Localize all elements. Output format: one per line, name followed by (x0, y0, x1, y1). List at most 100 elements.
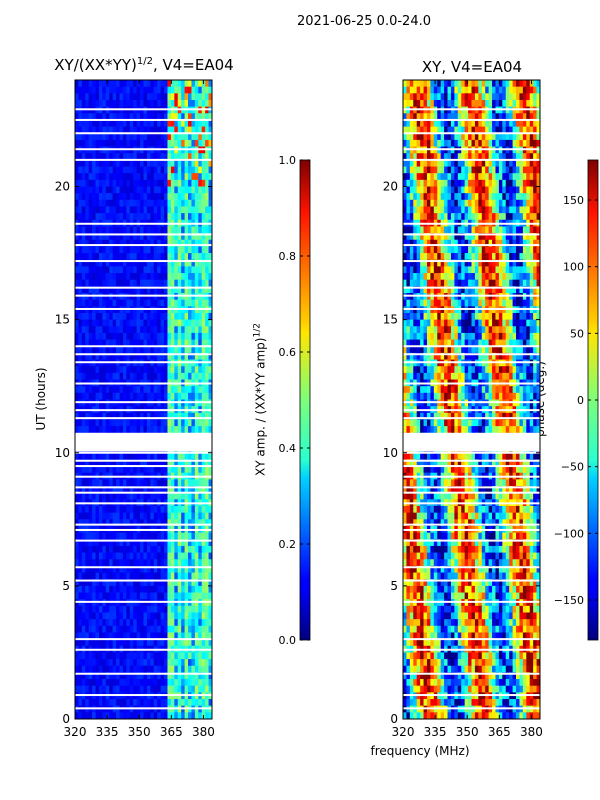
heatmap-cell (98, 652, 103, 660)
heatmap-cell (205, 339, 209, 347)
heatmap-cell (102, 319, 107, 327)
heatmap-cell (184, 392, 189, 400)
heatmap-cell (170, 372, 175, 380)
heatmap-cell (143, 605, 148, 613)
heatmap-cell (181, 452, 185, 460)
heatmap-cell (191, 466, 196, 474)
heatmap-cell (450, 246, 455, 254)
heatmap-cell (105, 119, 110, 127)
heatmap-cell (85, 386, 90, 394)
heatmap-cell (78, 519, 83, 527)
heatmap-cell (198, 113, 203, 121)
heatmap-cell (205, 233, 209, 241)
heatmap-cell (505, 253, 510, 261)
heatmap-cell (88, 366, 93, 374)
heatmap-cell (457, 86, 462, 94)
heatmap-cell (136, 605, 141, 613)
heatmap-cell (194, 113, 199, 121)
heatmap-cell (536, 246, 541, 254)
heatmap-cell (177, 253, 182, 261)
heatmap-cell (205, 652, 209, 660)
phase-heatmap (403, 80, 541, 720)
heatmap-cell (177, 532, 182, 540)
heatmap-cell (433, 259, 438, 267)
heatmap-cell (413, 126, 418, 134)
heatmap-cell (160, 206, 165, 214)
heatmap-cell (516, 173, 520, 181)
heatmap-cell (109, 506, 114, 514)
heatmap-cell (133, 286, 138, 294)
heatmap-cell (102, 619, 107, 627)
heatmap-cell (461, 239, 466, 247)
heatmap-cell (198, 366, 203, 374)
heatmap-cell (447, 113, 452, 121)
heatmap-cell (464, 226, 469, 234)
heatmap-cell (430, 239, 435, 247)
heatmap-cell (181, 492, 185, 500)
heatmap-cell (194, 173, 199, 181)
heatmap-cell (471, 99, 476, 108)
heatmap-cell (129, 519, 134, 527)
heatmap-cell (109, 545, 114, 553)
heatmap-cell (194, 346, 199, 354)
heatmap-cell (205, 512, 209, 520)
heatmap-cell (112, 659, 117, 667)
heatmap-cell (112, 139, 117, 147)
heatmap-cell (485, 126, 490, 134)
heatmap-cell (492, 246, 496, 254)
heatmap-cell (78, 479, 83, 487)
heatmap-cell (92, 552, 96, 560)
heatmap-cell (426, 133, 431, 141)
heatmap-cell (447, 133, 452, 141)
heatmap-cell (153, 386, 158, 394)
heatmap-cell (526, 126, 531, 134)
heatmap-cell (126, 386, 131, 394)
heatmap-cell (92, 419, 96, 427)
heatmap-cell (413, 86, 418, 94)
heatmap-cell (208, 153, 213, 161)
heatmap-cell (474, 93, 479, 101)
heatmap-cell (98, 259, 103, 267)
heatmap-cell (105, 386, 110, 394)
heatmap-cell (81, 266, 86, 274)
heatmap-cell (85, 259, 90, 267)
heatmap-cell (133, 93, 138, 101)
heatmap-cell (81, 166, 86, 174)
heatmap-cell (437, 86, 442, 94)
heatmap-cell (468, 99, 472, 108)
heatmap-cell (75, 659, 79, 667)
heatmap-cell (194, 506, 199, 514)
heatmap-cell (122, 699, 127, 707)
heatmap-cell (140, 366, 144, 374)
heatmap-cell (457, 193, 462, 201)
heatmap-cell (105, 99, 110, 108)
heatmap-cell (105, 565, 110, 573)
heatmap-cell (495, 159, 500, 167)
heatmap-cell (498, 153, 503, 161)
heatmap-cell (126, 199, 131, 207)
heatmap-cell (478, 253, 483, 261)
heatmap-cell (133, 213, 138, 221)
heatmap-cell (75, 179, 79, 187)
heatmap-cell (536, 93, 541, 101)
heatmap-cell (201, 672, 206, 680)
heatmap-cell (116, 519, 120, 527)
heatmap-cell (95, 193, 100, 201)
heatmap-cell (133, 632, 138, 640)
heatmap-cell (174, 139, 179, 147)
heatmap-cell (81, 153, 86, 161)
heatmap-cell (140, 239, 144, 247)
heatmap-cell (454, 86, 459, 94)
heatmap-cell (440, 259, 445, 267)
heatmap-cell (112, 519, 117, 527)
heatmap-cell (201, 86, 206, 94)
heatmap-cell (516, 226, 520, 234)
heatmap-cell (129, 659, 134, 667)
heatmap-cell (129, 392, 134, 400)
heatmap-cell (157, 672, 162, 680)
heatmap-cell (146, 486, 151, 494)
heatmap-cell (505, 199, 510, 207)
heatmap-cell (167, 712, 172, 720)
heatmap-cell (109, 299, 114, 307)
heatmap-cell (157, 186, 162, 194)
